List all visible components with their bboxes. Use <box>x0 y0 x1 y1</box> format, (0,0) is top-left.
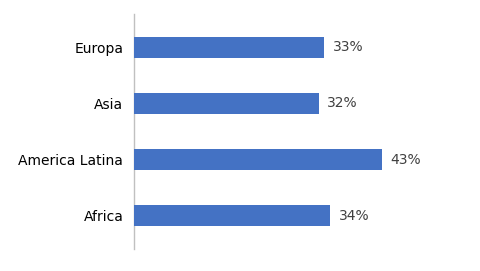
Text: 33%: 33% <box>333 40 364 54</box>
Bar <box>134 149 382 170</box>
Text: 32%: 32% <box>327 96 358 110</box>
Bar <box>134 37 324 58</box>
Text: 43%: 43% <box>391 153 421 166</box>
Bar <box>134 205 330 226</box>
Text: 34%: 34% <box>339 209 370 223</box>
Bar <box>134 93 319 114</box>
